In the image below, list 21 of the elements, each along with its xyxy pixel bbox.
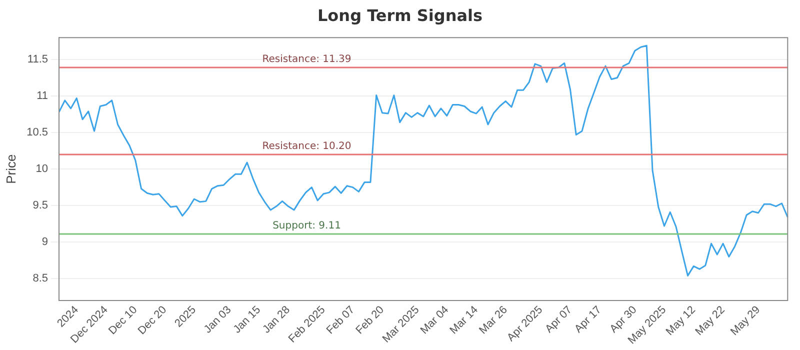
x-tick-label: Dec 20 — [136, 304, 170, 338]
y-tick-label: 8.5 — [32, 272, 48, 285]
x-tick-label: Mar 14 — [448, 304, 480, 337]
y-tick-label: 10 — [36, 163, 48, 176]
ref-line-label: Resistance: 11.39 — [262, 54, 352, 66]
y-tick-label: 9 — [42, 236, 48, 248]
ref-line-label: Resistance: 10.20 — [262, 141, 352, 152]
x-tick-label: May 29 — [728, 304, 763, 338]
y-tick-label: 9.5 — [32, 200, 48, 212]
x-tick-label: Apr 07 — [543, 304, 575, 336]
x-tick-label: Feb 20 — [354, 304, 386, 337]
x-tick-label: Apr 17 — [572, 304, 604, 336]
ref-line-label: Support: 9.11 — [272, 220, 341, 232]
y-tick-label: 11 — [36, 90, 48, 102]
y-axis-title: Price — [3, 154, 18, 184]
x-tick-label: Jan 15 — [231, 304, 264, 336]
x-tick-label: Jan 28 — [260, 304, 292, 336]
y-tick-label: 11.5 — [27, 54, 48, 66]
y-tick-label: 10.5 — [26, 126, 48, 139]
x-tick-label: Jan 03 — [202, 304, 234, 336]
chart-title: Long Term Signals — [316, 6, 484, 27]
